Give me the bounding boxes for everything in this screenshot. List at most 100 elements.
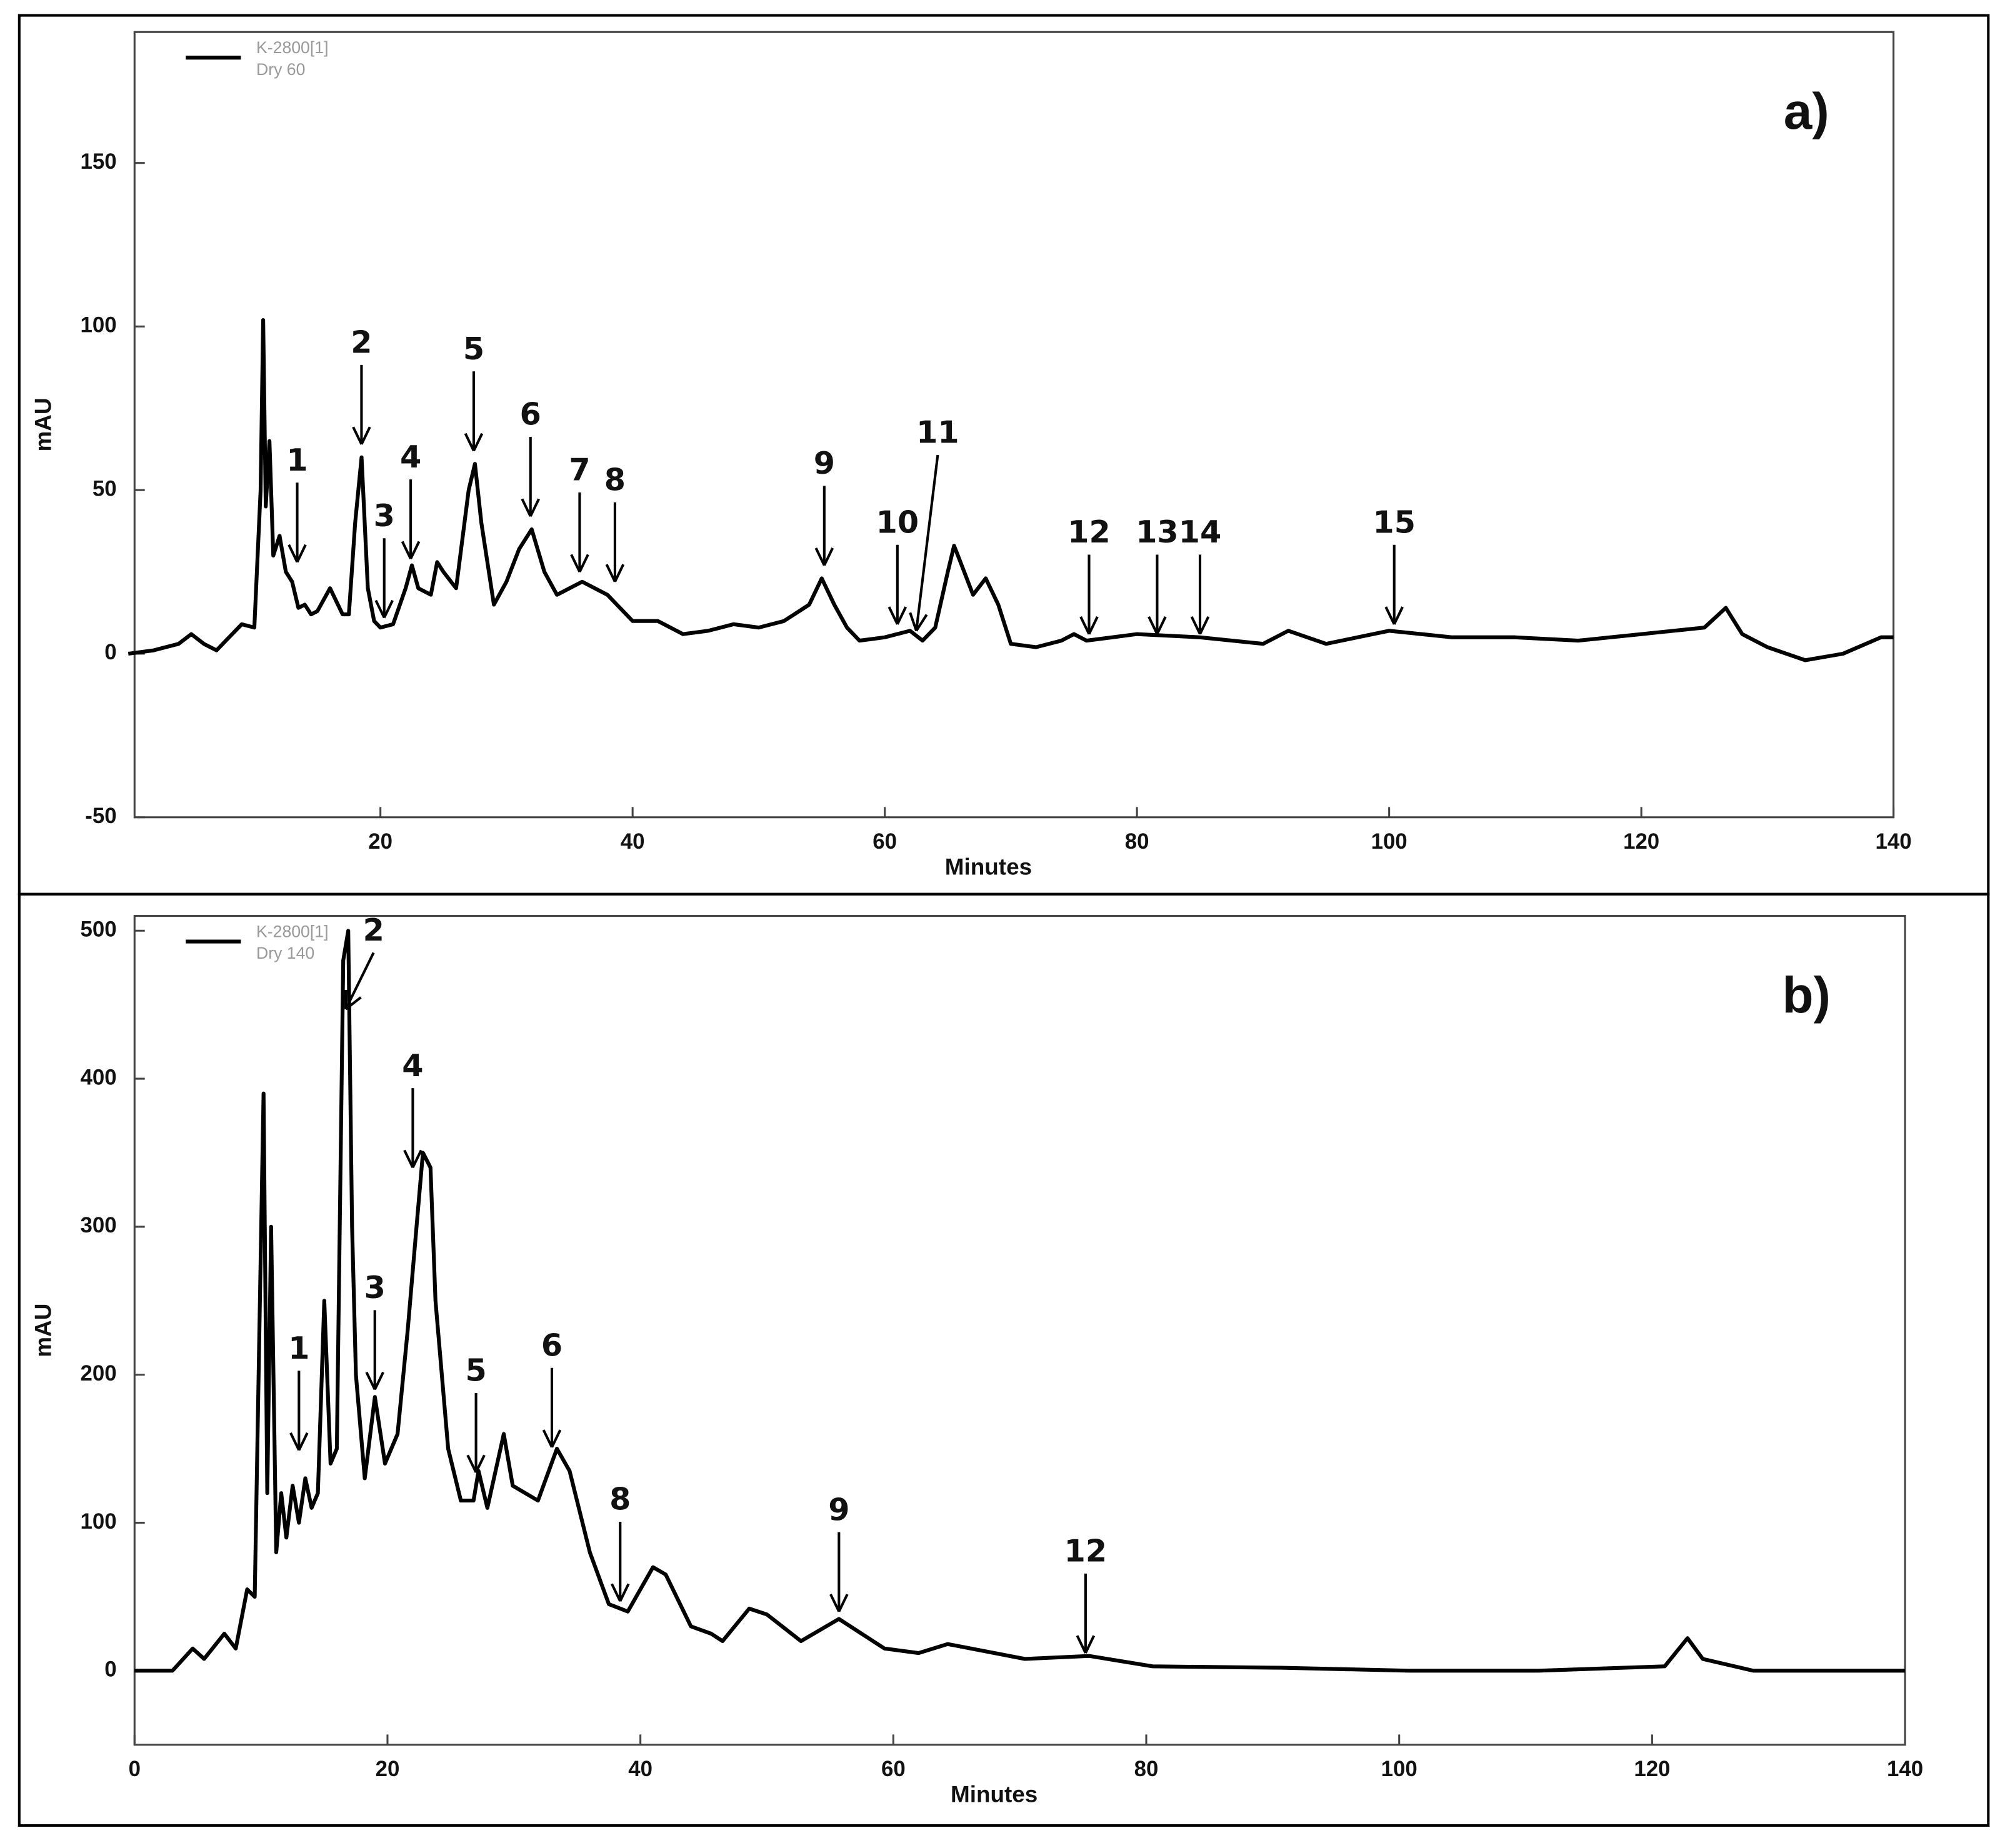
arrow-head — [838, 1594, 849, 1612]
peak-label: 7 — [569, 452, 590, 488]
arrow-head — [619, 1583, 630, 1602]
legend-label: K-2800[1] — [256, 922, 328, 941]
x-tick-label: 40 — [628, 1757, 652, 1781]
peak-label: 1 — [286, 442, 308, 478]
y-tick-label: 500 — [80, 917, 116, 941]
peak-arrow — [289, 1371, 309, 1451]
arrow-head — [611, 1583, 622, 1602]
arrow-head — [1084, 1635, 1096, 1654]
arrow-head — [578, 554, 589, 572]
arrow-head — [360, 426, 371, 445]
arrow-head — [822, 547, 834, 566]
x-tick-label: 60 — [872, 829, 897, 854]
panel-label: b) — [1782, 967, 1831, 1024]
arrow-head — [374, 599, 386, 619]
x-tick-label: 40 — [621, 829, 645, 854]
arrow-head — [605, 564, 616, 582]
peak-arrow — [1190, 554, 1210, 635]
peak-arrow — [374, 538, 394, 619]
arrow-head — [409, 541, 421, 560]
peak-arrow — [352, 364, 371, 445]
peak-label: 13 — [1136, 514, 1178, 550]
arrow-head — [289, 1432, 301, 1451]
arrow-head — [472, 432, 484, 452]
y-tick-label: 100 — [80, 1509, 116, 1534]
plot-area — [133, 915, 1906, 1746]
peak-label: 6 — [541, 1327, 562, 1363]
arrow-head — [373, 1371, 384, 1391]
peak-arrow — [605, 502, 625, 582]
peak-label: 4 — [402, 1047, 423, 1084]
peak-label: 15 — [1372, 504, 1415, 540]
peak-arrow — [888, 544, 908, 625]
y-axis-title: mAU — [31, 1304, 56, 1357]
x-tick-label: 20 — [376, 1757, 400, 1781]
arrow-head — [382, 599, 394, 619]
trace-line — [128, 317, 1894, 662]
peak-arrow — [288, 482, 307, 563]
peak-arrow — [403, 1088, 422, 1169]
panel-label: a) — [1784, 83, 1829, 140]
peak-label: 5 — [463, 331, 484, 367]
peak-label: 14 — [1179, 514, 1221, 550]
peak-label: 5 — [465, 1352, 486, 1389]
arrow-head — [614, 564, 625, 582]
x-tick-label: 140 — [1876, 829, 1912, 854]
y-tick-label: 100 — [80, 313, 116, 337]
arrow-head — [1148, 616, 1159, 635]
y-tick-label: 50 — [92, 476, 117, 501]
arrow-head — [888, 606, 899, 625]
y-tick-label: 0 — [104, 1657, 116, 1682]
x-tick-label: 120 — [1623, 829, 1659, 854]
peak-arrow — [1148, 554, 1167, 635]
peak-label: 2 — [351, 324, 372, 361]
arrow-head — [288, 544, 299, 563]
peak-arrow — [344, 952, 375, 1011]
legend-label: K-2800[1] — [256, 38, 328, 57]
arrow-head — [344, 996, 362, 1011]
arrow-head — [296, 544, 307, 563]
peak-arrow — [521, 437, 540, 517]
plot-area — [133, 31, 1895, 819]
peak-arrow — [1079, 554, 1099, 635]
peak-arrow — [466, 1392, 486, 1473]
peak-arrow — [611, 1521, 630, 1602]
y-axis-title: mAU — [31, 397, 56, 451]
x-tick-label: 120 — [1634, 1757, 1670, 1781]
arrow-head — [403, 1149, 414, 1169]
peak-arrow — [1384, 544, 1404, 625]
peak-label: 3 — [364, 1269, 386, 1306]
peak-arrow — [1076, 1573, 1096, 1654]
peak-arrow — [814, 486, 834, 566]
arrow-head — [909, 612, 918, 631]
x-tick-label: 100 — [1371, 829, 1408, 854]
x-tick-label: 80 — [1125, 829, 1149, 854]
arrow-head — [1190, 616, 1201, 635]
trace-line — [134, 929, 1906, 1673]
arrow-head — [1088, 616, 1099, 635]
legend-sample: Dry 140 — [256, 944, 314, 962]
peak-arrow — [909, 454, 939, 632]
y-tick-label: 200 — [80, 1361, 116, 1386]
x-tick-label: 0 — [129, 1757, 141, 1781]
arrow-head — [1392, 606, 1404, 625]
panel-frame — [18, 892, 1990, 1827]
peak-label: 12 — [1068, 514, 1110, 550]
peak-label: 6 — [520, 396, 541, 432]
peak-arrow — [570, 492, 589, 572]
peak-arrow — [401, 479, 421, 560]
arrow-head — [464, 432, 475, 452]
peak-label: 3 — [374, 497, 395, 534]
arrow-head — [401, 541, 412, 560]
arrow-head — [814, 547, 826, 566]
y-tick-label: 300 — [80, 1213, 116, 1237]
x-tick-label: 20 — [368, 829, 392, 854]
arrow-head — [896, 606, 908, 625]
arrow-head — [411, 1149, 422, 1169]
arrow-shaft — [344, 952, 375, 1010]
arrow-shaft — [915, 454, 939, 631]
panel-frame — [18, 14, 1990, 896]
peak-arrow — [542, 1367, 562, 1448]
